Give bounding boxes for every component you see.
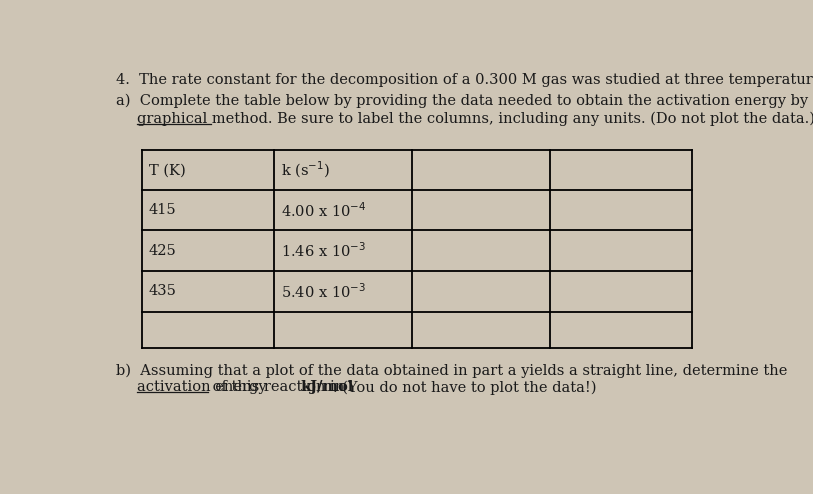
Text: 415: 415	[149, 203, 176, 217]
Text: 4.00 x 10$^{-4}$: 4.00 x 10$^{-4}$	[280, 201, 366, 219]
Text: graphical method. Be sure to label the columns, including any units. (Do not plo: graphical method. Be sure to label the c…	[137, 112, 813, 126]
Text: 435: 435	[149, 285, 176, 298]
Text: 1.46 x 10$^{-3}$: 1.46 x 10$^{-3}$	[280, 241, 366, 260]
Text: kJ/mol: kJ/mol	[301, 380, 354, 394]
Text: . (You do not have to plot the data!): . (You do not have to plot the data!)	[333, 380, 597, 395]
Text: of this reaction in: of this reaction in	[208, 380, 349, 394]
Text: k (s$^{-1}$): k (s$^{-1}$)	[280, 160, 330, 180]
Text: b)  Assuming that a plot of the data obtained in part a yields a straight line, : b) Assuming that a plot of the data obta…	[115, 364, 787, 378]
Text: activation energy: activation energy	[137, 380, 267, 394]
Text: a)  Complete the table below by providing the data needed to obtain the activati: a) Complete the table below by providing…	[115, 93, 813, 108]
Text: T (K): T (K)	[149, 163, 185, 177]
Text: 4.  The rate constant for the decomposition of a 0.300 M gas was studied at thre: 4. The rate constant for the decompositi…	[115, 73, 813, 87]
Text: 425: 425	[149, 244, 176, 258]
Text: 5.40 x 10$^{-3}$: 5.40 x 10$^{-3}$	[280, 282, 366, 301]
